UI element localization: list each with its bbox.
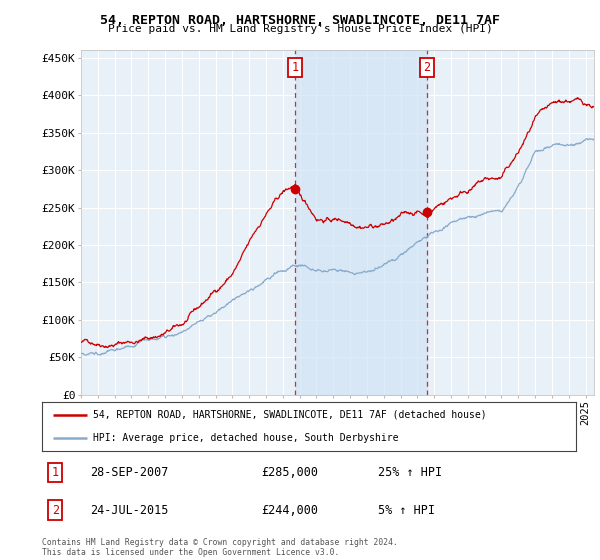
- Text: 28-SEP-2007: 28-SEP-2007: [90, 466, 169, 479]
- Text: Contains HM Land Registry data © Crown copyright and database right 2024.
This d: Contains HM Land Registry data © Crown c…: [42, 538, 398, 557]
- Text: £244,000: £244,000: [261, 504, 318, 517]
- Text: 24-JUL-2015: 24-JUL-2015: [90, 504, 169, 517]
- Text: 2: 2: [423, 61, 430, 74]
- Text: 54, REPTON ROAD, HARTSHORNE, SWADLINCOTE, DE11 7AF (detached house): 54, REPTON ROAD, HARTSHORNE, SWADLINCOTE…: [93, 410, 487, 420]
- Text: 25% ↑ HPI: 25% ↑ HPI: [379, 466, 443, 479]
- Text: £285,000: £285,000: [261, 466, 318, 479]
- Text: 1: 1: [52, 466, 59, 479]
- Text: 2: 2: [52, 504, 59, 517]
- Text: 54, REPTON ROAD, HARTSHORNE, SWADLINCOTE, DE11 7AF: 54, REPTON ROAD, HARTSHORNE, SWADLINCOTE…: [100, 14, 500, 27]
- Text: HPI: Average price, detached house, South Derbyshire: HPI: Average price, detached house, Sout…: [93, 433, 398, 444]
- Text: Price paid vs. HM Land Registry's House Price Index (HPI): Price paid vs. HM Land Registry's House …: [107, 24, 493, 34]
- Text: 5% ↑ HPI: 5% ↑ HPI: [379, 504, 436, 517]
- Text: 1: 1: [292, 61, 299, 74]
